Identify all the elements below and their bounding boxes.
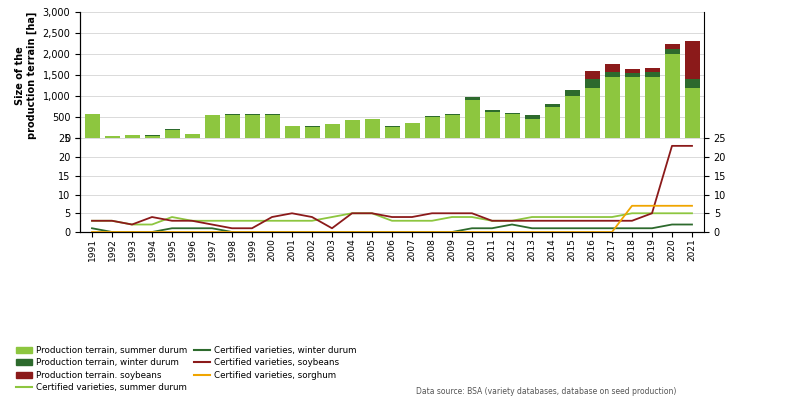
Bar <box>665 54 679 138</box>
Bar <box>625 77 639 138</box>
Bar <box>685 80 699 88</box>
Bar <box>225 114 239 115</box>
Bar <box>485 112 499 138</box>
Bar <box>525 115 539 118</box>
Bar <box>345 120 359 138</box>
Bar <box>325 124 339 138</box>
Bar <box>465 100 479 138</box>
Bar <box>685 88 699 138</box>
Bar <box>425 116 439 117</box>
Bar <box>485 110 499 112</box>
Bar <box>605 72 619 77</box>
Bar <box>585 71 599 80</box>
Text: Data source: BSA (variety databases, database on seed production): Data source: BSA (variety databases, dat… <box>416 387 676 396</box>
Bar <box>625 69 639 73</box>
Bar <box>445 115 459 138</box>
Bar <box>565 96 579 138</box>
Bar <box>545 104 559 107</box>
Bar <box>305 126 319 138</box>
Bar <box>285 126 299 138</box>
Bar <box>185 134 199 138</box>
Bar <box>365 118 379 119</box>
Bar <box>125 135 139 138</box>
Legend: Production terrain, summer durum, Production terrain, winter durum, Production t: Production terrain, summer durum, Produc… <box>12 342 360 396</box>
Bar <box>165 129 179 130</box>
Bar <box>665 49 679 54</box>
Bar <box>205 115 219 138</box>
Bar <box>265 115 279 138</box>
Bar <box>365 119 379 138</box>
Bar <box>585 88 599 138</box>
Bar <box>505 113 519 114</box>
Bar <box>565 90 579 96</box>
Bar <box>665 44 679 49</box>
Bar <box>125 134 139 135</box>
Bar <box>445 114 459 115</box>
Bar <box>145 136 159 138</box>
Bar <box>245 114 259 115</box>
Bar <box>105 136 119 138</box>
Y-axis label: Size of the
production terrain [ha]: Size of the production terrain [ha] <box>15 12 37 139</box>
Bar <box>425 117 439 138</box>
Bar <box>85 114 99 138</box>
Bar <box>545 107 559 138</box>
Bar <box>265 114 279 115</box>
Bar <box>385 126 399 138</box>
Bar <box>465 97 479 100</box>
Bar <box>605 77 619 138</box>
Bar <box>645 77 659 138</box>
Bar <box>245 115 259 138</box>
Bar <box>405 123 419 138</box>
Bar <box>625 73 639 77</box>
Bar <box>645 68 659 72</box>
Bar <box>165 130 179 138</box>
Bar <box>505 114 519 138</box>
Bar <box>225 115 239 138</box>
Bar <box>645 72 659 77</box>
Bar <box>605 64 619 72</box>
Bar <box>525 118 539 138</box>
Bar <box>585 80 599 88</box>
Bar <box>685 42 699 80</box>
